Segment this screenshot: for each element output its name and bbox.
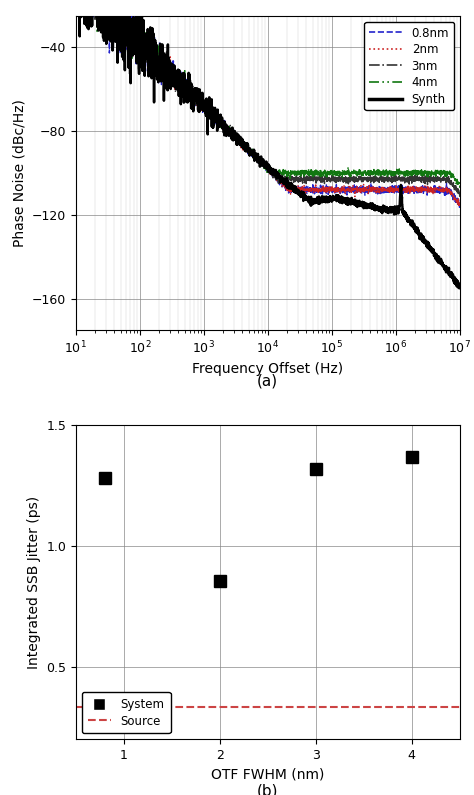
2nm [220, 119, 226, 129]
3nm [457, 189, 463, 199]
Legend: System, Source: System, Source [82, 692, 171, 734]
Line: 4nm: 4nm [76, 0, 460, 188]
Line: Synth: Synth [76, 0, 460, 288]
Synth [140, 66, 146, 76]
X-axis label: Frequency Offset (Hz): Frequency Offset (Hz) [192, 362, 343, 376]
Text: (a): (a) [257, 374, 278, 389]
0.8nm [220, 124, 226, 134]
4nm [408, 172, 414, 181]
0.8nm [140, 37, 146, 47]
2nm [140, 40, 146, 49]
0.8nm [456, 203, 462, 212]
3nm [140, 46, 146, 56]
Text: (b): (b) [257, 783, 279, 795]
Synth [457, 283, 463, 293]
Line: 0.8nm: 0.8nm [76, 0, 460, 207]
3nm [220, 118, 226, 128]
Legend: 0.8nm, 2nm, 3nm, 4nm, Synth: 0.8nm, 2nm, 3nm, 4nm, Synth [365, 21, 454, 111]
Y-axis label: Phase Noise (dBc/Hz): Phase Noise (dBc/Hz) [12, 99, 27, 247]
4nm [140, 35, 146, 45]
0.8nm [117, 24, 123, 33]
2nm [456, 202, 462, 211]
Synth [220, 123, 226, 133]
0.8nm [408, 184, 414, 193]
Synth [456, 283, 462, 293]
Synth [117, 14, 123, 23]
0.8nm [449, 190, 455, 200]
Y-axis label: Integrated SSB Jitter (ps): Integrated SSB Jitter (ps) [27, 496, 41, 669]
3nm [457, 192, 463, 201]
3nm [449, 180, 455, 190]
4nm [457, 183, 463, 192]
Line: 3nm: 3nm [76, 0, 460, 196]
2nm [237, 134, 243, 144]
Synth [237, 138, 243, 148]
4nm [449, 169, 455, 179]
Line: 2nm: 2nm [76, 0, 460, 207]
Synth [408, 219, 414, 228]
4nm [237, 134, 243, 144]
3nm [408, 173, 414, 182]
2nm [449, 188, 455, 197]
3nm [117, 10, 123, 20]
0.8nm [237, 138, 243, 148]
3nm [237, 137, 243, 146]
2nm [117, 20, 123, 29]
4nm [117, 6, 123, 16]
0.8nm [457, 201, 463, 211]
2nm [457, 200, 463, 209]
Synth [449, 273, 455, 283]
X-axis label: OTF FWHM (nm): OTF FWHM (nm) [211, 768, 325, 781]
4nm [220, 123, 226, 133]
2nm [408, 184, 414, 193]
